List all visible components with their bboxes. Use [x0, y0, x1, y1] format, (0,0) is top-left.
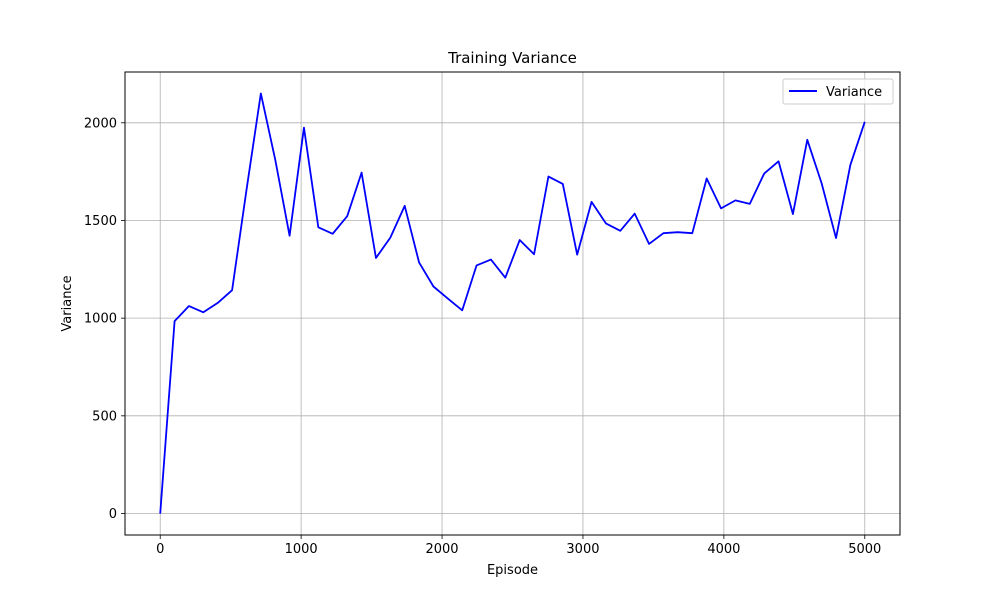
series-layer [159, 92, 866, 514]
x-tick-label: 5000 [848, 542, 881, 557]
y-tick-label: 1500 [84, 214, 117, 229]
x-tick-label: 3000 [566, 542, 599, 557]
x-tick-label: 4000 [707, 542, 740, 557]
x-tick-label: 1000 [285, 542, 318, 557]
y-tick-label: 0 [109, 507, 117, 522]
x-tick-label: 0 [156, 542, 164, 557]
y-axis-label: Variance [60, 275, 75, 331]
legend-box [782, 78, 894, 105]
x-axis-ticks: 0 1000 2000 3000 4000 5000 [156, 535, 881, 557]
series-line-variance [159, 92, 866, 514]
grid [125, 72, 900, 535]
plot-frame [124, 71, 901, 536]
y-tick-label: 1000 [84, 312, 117, 327]
legend-label: Variance [826, 85, 882, 100]
x-tick-label: 2000 [425, 542, 458, 557]
x-axis-label: Episode [487, 563, 538, 578]
chart-title: Training Variance [447, 49, 577, 67]
y-tick-label: 500 [92, 409, 117, 424]
y-axis-ticks: 0 500 1000 1500 2000 [84, 116, 125, 522]
y-tick-label: 2000 [84, 116, 117, 131]
legend: Variance [782, 78, 894, 105]
